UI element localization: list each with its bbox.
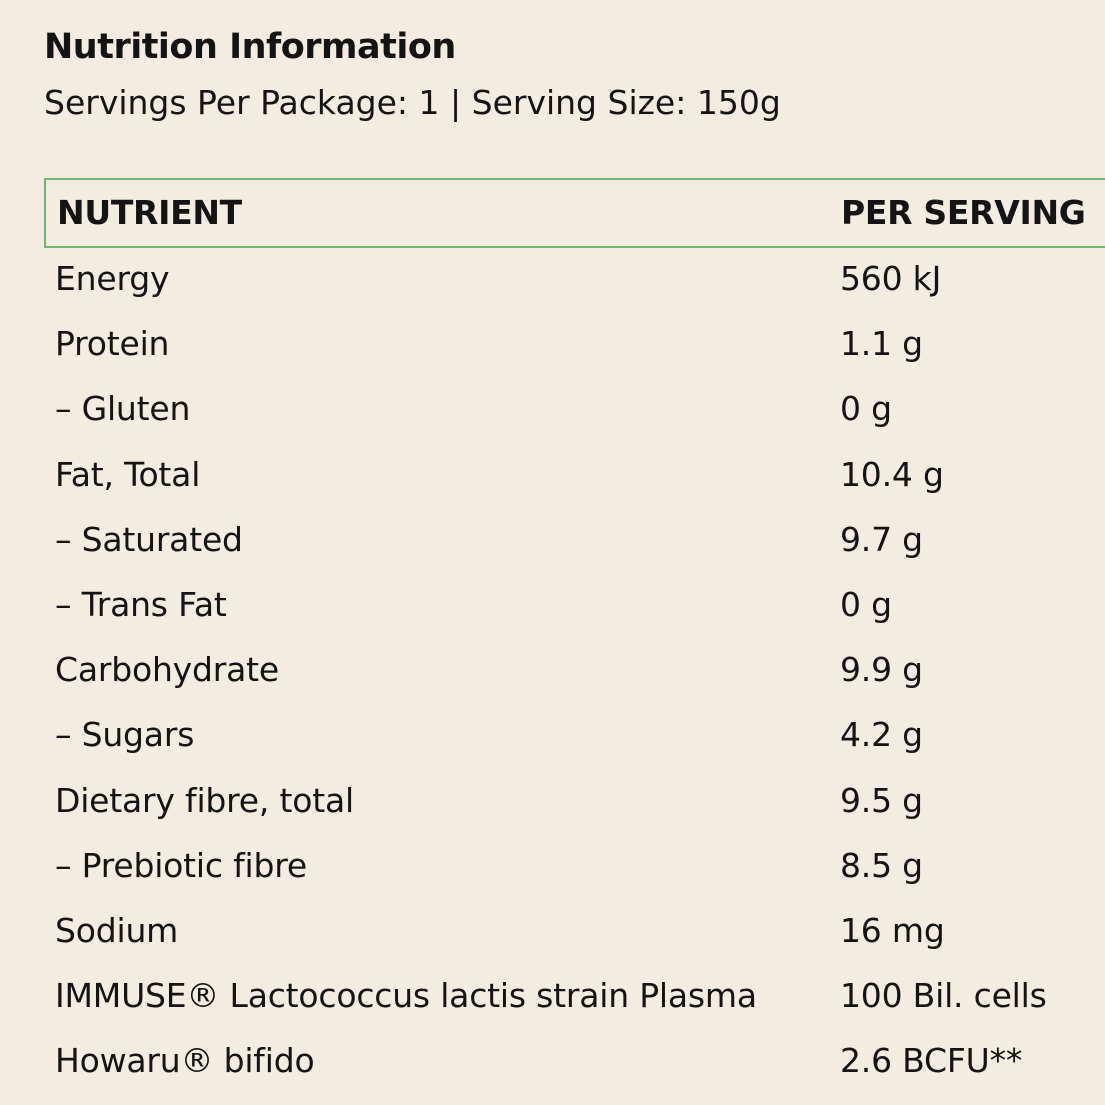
header-nutrient: NUTRIENT	[57, 193, 242, 232]
table-header: NUTRIENT PER SERVING	[44, 178, 1105, 248]
page-title: Nutrition Information	[44, 27, 456, 67]
nutrient-name: – Trans Fat	[55, 584, 227, 624]
header-per-serving: PER SERVING	[841, 193, 1086, 232]
nutrient-name: Protein	[55, 324, 170, 364]
table-row: Energy 560 kJ	[44, 250, 1105, 315]
nutrient-value: 100 Bil. cells	[840, 976, 1047, 1016]
nutrient-value: 8.5 g	[840, 845, 923, 885]
nutrient-value: 0 g	[840, 584, 892, 624]
nutrient-name: Sodium	[55, 910, 179, 950]
table-row: Dietary fibre, total 9.5 g	[44, 772, 1105, 837]
table-row: – Sugars 4.2 g	[44, 706, 1105, 771]
table-row: – Prebiotic fibre 8.5 g	[44, 837, 1105, 902]
nutrient-value: 10.4 g	[840, 454, 944, 494]
table-row: IMMUSE® Lactococcus lactis strain Plasma…	[44, 967, 1105, 1032]
nutrient-name: Energy	[55, 259, 170, 298]
nutrient-value: 0 g	[840, 389, 892, 429]
table-row: – Trans Fat 0 g	[44, 576, 1105, 641]
nutrient-name: – Prebiotic fibre	[55, 845, 307, 885]
table-row: Sodium 16 mg	[44, 902, 1105, 967]
nutrient-value: 2.6 BCFU**	[840, 1041, 1023, 1081]
nutrient-value: 4.2 g	[840, 715, 923, 755]
nutrient-value: 16 mg	[840, 910, 945, 950]
nutrient-name: – Gluten	[55, 389, 191, 429]
nutrient-name: – Saturated	[55, 519, 243, 559]
nutrient-name: – Sugars	[55, 715, 195, 755]
nutrient-name: IMMUSE® Lactococcus lactis strain Plasma	[55, 976, 757, 1016]
nutrient-value: 560 kJ	[840, 259, 942, 298]
table-row: Fat, Total 10.4 g	[44, 446, 1105, 511]
nutrient-name: Fat, Total	[55, 454, 201, 494]
table-row: – Saturated 9.7 g	[44, 511, 1105, 576]
nutrient-name: Howaru® bifido	[55, 1041, 315, 1081]
nutrient-value: 9.7 g	[840, 519, 923, 559]
nutrition-table: NUTRIENT PER SERVING Energy 560 kJ Prote…	[44, 178, 1105, 1080]
table-row: – Gluten 0 g	[44, 380, 1105, 445]
serving-info: Servings Per Package: 1 | Serving Size: …	[44, 83, 781, 122]
nutrient-name: Dietary fibre, total	[55, 780, 354, 820]
table-row: Carbohydrate 9.9 g	[44, 641, 1105, 706]
nutrient-value: 9.5 g	[840, 780, 923, 820]
nutrient-value: 1.1 g	[840, 324, 923, 364]
table-row: Protein 1.1 g	[44, 315, 1105, 380]
table-body: Energy 560 kJ Protein 1.1 g – Gluten 0 g…	[44, 250, 1105, 1097]
nutrient-value: 9.9 g	[840, 650, 923, 690]
table-row: Howaru® bifido 2.6 BCFU**	[44, 1032, 1105, 1097]
nutrient-name: Carbohydrate	[55, 650, 279, 690]
